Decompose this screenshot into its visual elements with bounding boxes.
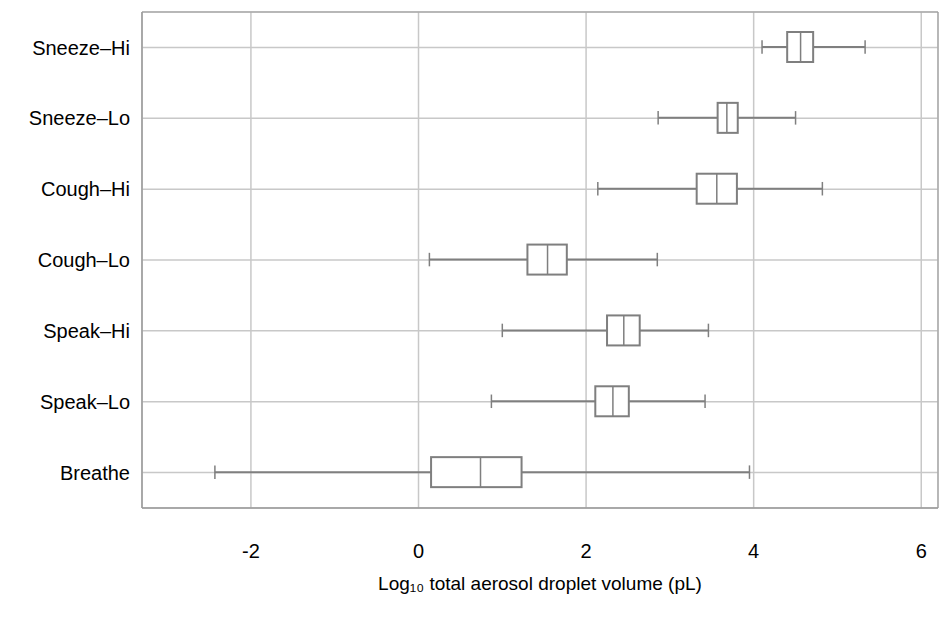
svg-text:Sneeze–Hi: Sneeze–Hi	[32, 37, 130, 59]
svg-text:0: 0	[413, 540, 424, 562]
svg-text:-2: -2	[242, 540, 260, 562]
svg-text:Cough–Lo: Cough–Lo	[38, 249, 130, 271]
svg-text:Breathe: Breathe	[60, 462, 130, 484]
svg-text:4: 4	[748, 540, 759, 562]
svg-text:Speak–Lo: Speak–Lo	[40, 391, 130, 413]
svg-text:2: 2	[581, 540, 592, 562]
svg-text:Log₁₀ total aerosol droplet vo: Log₁₀ total aerosol droplet volume (pL)	[378, 573, 702, 594]
svg-text:Sneeze–Lo: Sneeze–Lo	[29, 107, 130, 129]
svg-text:6: 6	[916, 540, 927, 562]
svg-text:Speak–Hi: Speak–Hi	[43, 320, 130, 342]
svg-text:Cough–Hi: Cough–Hi	[41, 178, 130, 200]
